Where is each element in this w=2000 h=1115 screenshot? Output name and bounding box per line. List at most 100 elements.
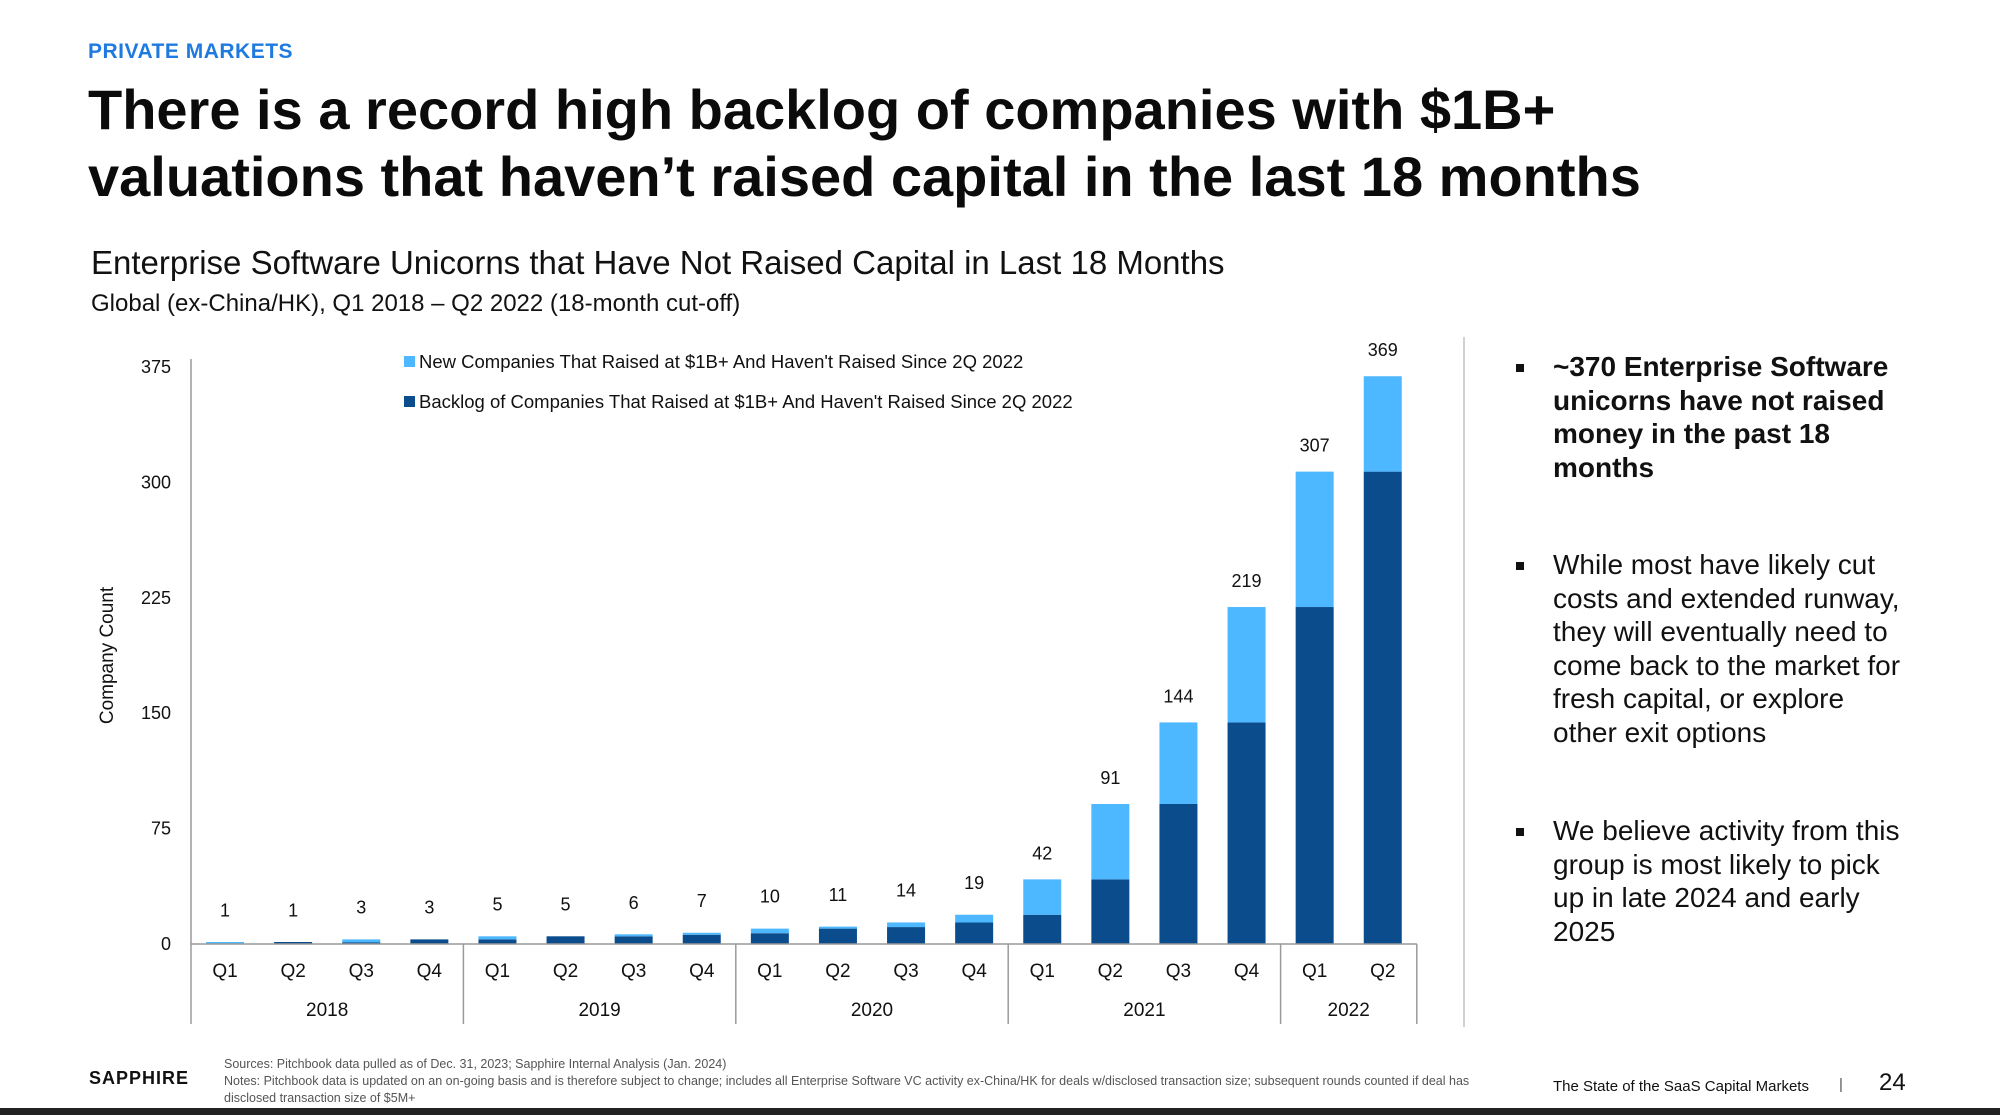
bar-total-label: 10 [760,887,780,907]
x-tick-label: Q4 [961,961,987,982]
x-tick-label: Q2 [1370,961,1395,982]
bar-total-label: 369 [1368,340,1398,360]
bar-new [955,914,994,923]
page-title: There is a record high backlog of compan… [88,78,1641,208]
footnotes: Sources: Pitchbook data pulled as of Dec… [224,1056,1484,1107]
bar-backlog [750,933,789,944]
bar-total-label: 3 [424,897,434,917]
bar-total-label: 5 [492,894,502,914]
chart-title: Enterprise Software Unicorns that Have N… [91,244,1225,281]
x-tick-label: Q2 [1098,961,1123,982]
y-tick-label: 375 [141,357,171,377]
year-group-label: 2019 [578,1000,620,1021]
bottom-bar [0,1108,2000,1115]
bar-backlog [478,939,517,944]
bar-backlog [546,936,585,944]
legend-swatch-backlog [404,396,415,407]
x-tick-label: Q3 [1166,961,1191,982]
report-name: The State of the SaaS Capital Markets [1553,1078,1809,1095]
footer-separator: | [1839,1076,1843,1093]
x-tick-label: Q3 [621,961,646,982]
legend-label: Backlog of Companies That Raised at $1B+… [419,391,1073,412]
year-group-label: 2018 [306,1000,348,1021]
bar-backlog [614,936,653,944]
methodology-note: Notes: Pitchbook data is updated on an o… [224,1074,1470,1105]
bar-total-label: 19 [964,873,984,893]
year-group-label: 2022 [1328,1000,1370,1021]
x-tick-label: Q1 [757,961,782,982]
x-tick-label: Q1 [1030,961,1055,982]
key-takeaways: ~370 Enterprise Software unicorns have n… [1510,350,1910,948]
bar-total-label: 14 [896,880,916,900]
year-group-label: 2020 [851,1000,893,1021]
bar-total-label: 42 [1032,843,1052,863]
takeaway-text: ~370 Enterprise Software unicorns have n… [1553,351,1889,483]
bar-new [1363,376,1402,472]
x-tick-label: Q1 [212,961,237,982]
bar-backlog [342,942,381,944]
bar-backlog [1295,607,1334,944]
bar-new [614,934,653,937]
chart-subtitle: Global (ex-China/HK), Q1 2018 – Q2 2022 … [91,290,741,317]
bar-total-label: 1 [288,900,298,920]
x-tick-label: Q4 [689,961,715,982]
x-tick-label: Q2 [280,961,305,982]
bar-new [478,936,517,940]
y-tick-label: 75 [151,819,171,839]
bullet-marker-icon [1516,828,1524,836]
bar-total-label: 1 [220,900,230,920]
bar-total-label: 91 [1100,768,1120,788]
bullet-marker-icon [1516,364,1524,372]
takeaway-text: While most have likely cut costs and ext… [1553,549,1901,748]
bar-total-label: 307 [1300,436,1330,456]
sources-note: Sources: Pitchbook data pulled as of Dec… [224,1057,727,1071]
bar-backlog [274,942,313,944]
bar-new [818,926,857,929]
bar-backlog [1227,722,1266,944]
bar-total-label: 5 [561,894,571,914]
page-number: 24 [1879,1069,1906,1096]
bar-new [1295,471,1334,608]
bar-total-label: 219 [1232,571,1262,591]
legend-swatch-new [404,356,415,367]
takeaway-bullet: We believe activity from this group is m… [1510,814,1910,948]
x-tick-label: Q4 [1234,961,1260,982]
bar-new [1159,722,1198,804]
bar-total-label: 3 [356,897,366,917]
x-tick-label: Q3 [893,961,918,982]
bar-total-label: 7 [697,891,707,911]
x-tick-label: Q4 [417,961,443,982]
x-tick-label: Q3 [349,961,374,982]
bar-total-label: 11 [829,885,848,905]
takeaway-bullet: ~370 Enterprise Software unicorns have n… [1510,350,1910,484]
bar-backlog [1023,914,1062,944]
bar-new [887,922,926,928]
x-tick-label: Q2 [553,961,578,982]
section-kicker: PRIVATE MARKETS [88,40,294,63]
y-tick-label: 0 [161,934,171,954]
bar-backlog [410,939,449,944]
bar-new [1091,803,1130,880]
bar-backlog [682,934,721,944]
bar-total-label: 144 [1163,686,1193,706]
bar-backlog [955,922,994,944]
bullet-marker-icon [1516,562,1524,570]
bar-backlog [1159,803,1198,944]
bar-new [682,932,721,935]
bar-backlog [818,928,857,944]
takeaway-bullet: While most have likely cut costs and ext… [1510,548,1910,749]
bar-backlog [1363,471,1402,944]
takeaway-text: We believe activity from this group is m… [1553,815,1900,947]
bar-backlog [887,927,926,944]
x-tick-label: Q1 [1302,961,1327,982]
vertical-divider [1463,337,1465,1027]
bar-new [342,939,381,943]
year-group-label: 2021 [1123,1000,1165,1021]
x-tick-label: Q1 [485,961,510,982]
y-tick-label: 300 [141,472,171,492]
company-logo: SAPPHIRE [89,1068,190,1088]
y-tick-label: 150 [141,703,171,723]
bar-total-label: 6 [629,893,639,913]
bar-new [1023,879,1062,915]
